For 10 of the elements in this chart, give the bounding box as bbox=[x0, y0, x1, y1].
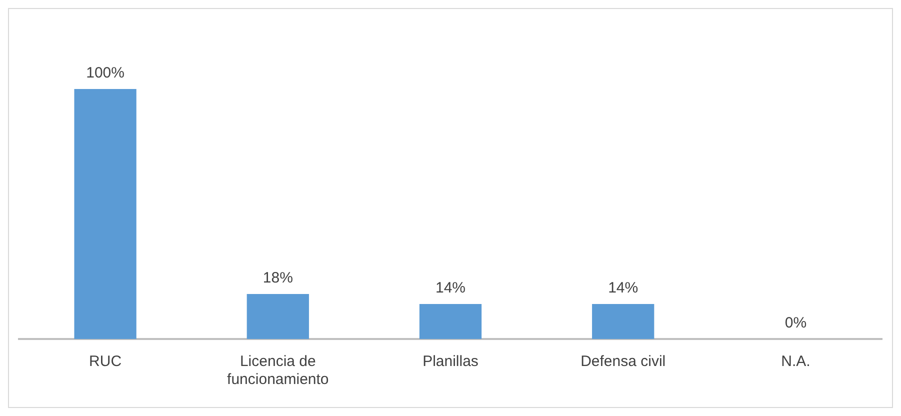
data-label: 14% bbox=[435, 280, 466, 297]
x-tick-label: RUC bbox=[89, 353, 122, 370]
x-tick-label: Licencia de funcionamiento bbox=[227, 353, 329, 388]
data-label: 14% bbox=[608, 280, 638, 297]
data-label: 18% bbox=[262, 270, 293, 287]
data-label: 0% bbox=[784, 314, 807, 332]
x-tick-label: Defensa civil bbox=[580, 353, 666, 370]
x-tick-label: Planillas bbox=[422, 353, 478, 370]
x-tick-label: N.A. bbox=[781, 353, 810, 370]
data-label: 100% bbox=[86, 64, 124, 82]
